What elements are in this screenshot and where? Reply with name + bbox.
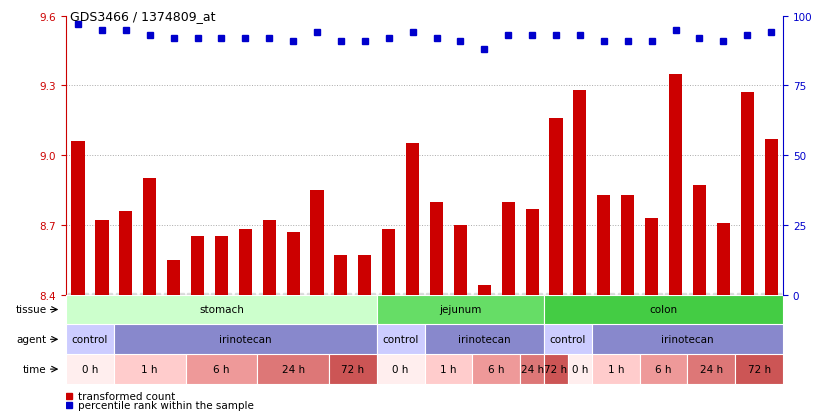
Bar bbox=[377, 325, 425, 354]
Text: agent: agent bbox=[17, 335, 46, 344]
Text: 72 h: 72 h bbox=[748, 364, 771, 374]
Text: 72 h: 72 h bbox=[544, 364, 567, 374]
Text: 24 h: 24 h bbox=[700, 364, 723, 374]
Bar bbox=[717, 223, 730, 295]
Text: 0 h: 0 h bbox=[572, 364, 588, 374]
Text: stomach: stomach bbox=[199, 305, 244, 315]
Text: 24 h: 24 h bbox=[520, 364, 544, 374]
Bar bbox=[687, 354, 735, 384]
Text: 1 h: 1 h bbox=[607, 364, 624, 374]
Bar bbox=[311, 190, 324, 295]
Bar bbox=[72, 142, 84, 295]
Bar bbox=[669, 74, 682, 295]
Bar bbox=[358, 256, 372, 295]
Bar bbox=[66, 325, 114, 354]
Bar bbox=[592, 354, 639, 384]
Bar bbox=[520, 354, 544, 384]
Bar bbox=[425, 325, 544, 354]
Bar bbox=[525, 209, 539, 295]
Bar bbox=[741, 93, 754, 295]
Bar bbox=[66, 295, 377, 325]
Text: irinotecan: irinotecan bbox=[458, 335, 510, 344]
Text: 24 h: 24 h bbox=[282, 364, 305, 374]
Bar bbox=[186, 354, 257, 384]
Text: 6 h: 6 h bbox=[213, 364, 230, 374]
Bar bbox=[597, 195, 610, 295]
Bar bbox=[477, 286, 491, 295]
Text: tissue: tissue bbox=[15, 305, 46, 315]
Bar bbox=[621, 195, 634, 295]
Bar bbox=[263, 221, 276, 295]
Bar bbox=[425, 354, 472, 384]
Bar bbox=[472, 354, 520, 384]
Bar bbox=[453, 225, 467, 295]
Bar bbox=[592, 325, 783, 354]
Text: 0 h: 0 h bbox=[82, 364, 98, 374]
Text: control: control bbox=[382, 335, 419, 344]
Bar bbox=[549, 119, 563, 295]
Bar bbox=[501, 202, 515, 295]
Bar bbox=[143, 179, 156, 295]
Bar bbox=[215, 237, 228, 295]
Text: irinotecan: irinotecan bbox=[219, 335, 272, 344]
Bar bbox=[119, 211, 132, 295]
Bar bbox=[377, 295, 544, 325]
Text: colon: colon bbox=[649, 305, 677, 315]
Text: 6 h: 6 h bbox=[655, 364, 672, 374]
Bar bbox=[329, 354, 377, 384]
Text: transformed count: transformed count bbox=[78, 392, 176, 401]
Text: percentile rank within the sample: percentile rank within the sample bbox=[78, 401, 254, 411]
Text: 0 h: 0 h bbox=[392, 364, 409, 374]
Text: control: control bbox=[550, 335, 586, 344]
Bar bbox=[693, 186, 706, 295]
Bar bbox=[114, 354, 186, 384]
Bar bbox=[257, 354, 329, 384]
Bar bbox=[66, 354, 114, 384]
Bar bbox=[239, 230, 252, 295]
Bar bbox=[167, 260, 180, 295]
Bar bbox=[382, 230, 396, 295]
Bar bbox=[765, 140, 777, 295]
Bar bbox=[114, 325, 377, 354]
Bar bbox=[335, 256, 348, 295]
Text: 72 h: 72 h bbox=[341, 364, 364, 374]
Text: 1 h: 1 h bbox=[440, 364, 457, 374]
Bar bbox=[573, 91, 586, 295]
Bar bbox=[287, 232, 300, 295]
Text: time: time bbox=[23, 364, 46, 374]
Bar bbox=[544, 354, 568, 384]
Bar bbox=[406, 144, 419, 295]
Bar bbox=[568, 354, 592, 384]
Bar bbox=[95, 221, 108, 295]
Bar bbox=[544, 295, 783, 325]
Text: 1 h: 1 h bbox=[141, 364, 158, 374]
Text: 6 h: 6 h bbox=[488, 364, 505, 374]
Text: GDS3466 / 1374809_at: GDS3466 / 1374809_at bbox=[70, 10, 216, 23]
Bar bbox=[544, 325, 592, 354]
Bar bbox=[645, 218, 658, 295]
Text: jejunum: jejunum bbox=[439, 305, 482, 315]
Bar bbox=[377, 354, 425, 384]
Bar bbox=[430, 202, 443, 295]
Text: irinotecan: irinotecan bbox=[661, 335, 714, 344]
Text: control: control bbox=[72, 335, 108, 344]
Bar bbox=[735, 354, 783, 384]
Bar bbox=[191, 237, 204, 295]
Bar bbox=[639, 354, 687, 384]
